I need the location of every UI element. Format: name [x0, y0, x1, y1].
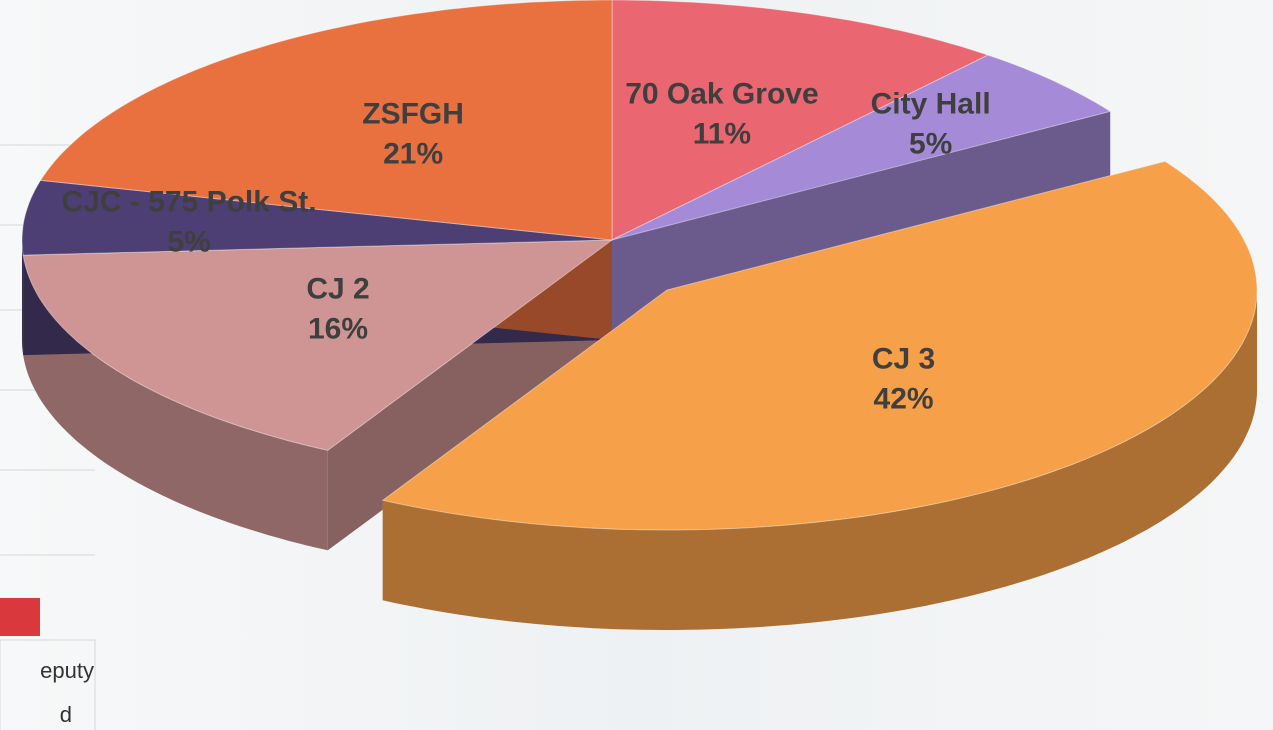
- data-label-value: 42%: [874, 382, 934, 415]
- slice-shade: [22, 240, 24, 356]
- pie: [21, 0, 1258, 630]
- data-label-name: ZSFGH: [362, 98, 464, 131]
- slice-wall: [22, 240, 24, 356]
- data-label-value: 21%: [383, 138, 443, 171]
- data-label-name: CJC - 575 Polk St.: [62, 186, 317, 219]
- slice: [611, 54, 1112, 241]
- slice: [611, 0, 990, 241]
- slice: [39, 0, 613, 241]
- data-label-value: 5%: [167, 226, 210, 259]
- slice-shade: [382, 290, 1257, 630]
- data-label-value: 11%: [693, 118, 751, 151]
- data-label-name: CJ 2: [306, 273, 369, 306]
- slice: [21, 179, 613, 256]
- data-label-name: CJ 3: [872, 342, 935, 375]
- background-text: eputy: [40, 658, 94, 683]
- data-label-value: 16%: [308, 313, 368, 346]
- data-label-name: 70 Oak Grove: [625, 78, 818, 111]
- data-label-name: City Hall: [871, 88, 991, 121]
- background-legend-swatch: [0, 598, 40, 636]
- slice: [381, 160, 1258, 531]
- slice-shade: [23, 255, 328, 551]
- slice-wall: [23, 255, 328, 551]
- labels: 70 Oak Grove 11% City Hall 5% CJ 3 42% CJ 2 16%…: [62, 78, 991, 416]
- background-text: d: [60, 702, 72, 727]
- slice: [22, 239, 614, 451]
- slice-wall: [382, 290, 1257, 630]
- data-label-value: 5%: [909, 128, 952, 161]
